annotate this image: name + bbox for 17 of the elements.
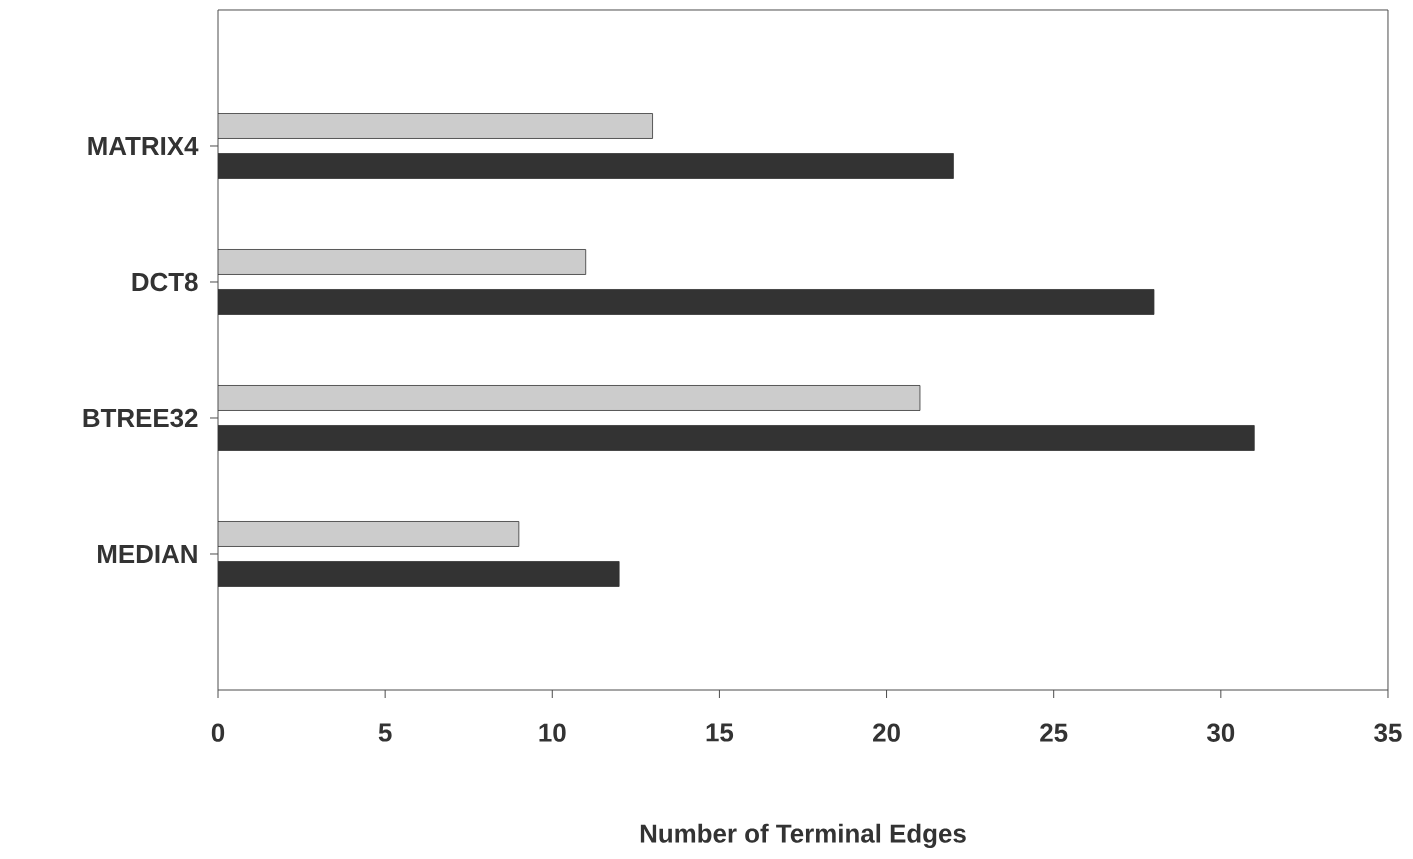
y-tick-label: DCT8: [132, 272, 198, 292]
bar: [218, 521, 520, 547]
bar: [218, 249, 587, 275]
x-tick-label: 35: [1374, 723, 1402, 742]
y-tick-label: MATRIX4: [88, 137, 199, 155]
y-tick-label: MEDIAN: [98, 545, 197, 563]
y-tick-label: BTREE32: [83, 408, 198, 428]
x-tick-label: 0: [211, 723, 225, 742]
bar: [218, 385, 921, 411]
x-tick-label: 5: [378, 723, 392, 742]
x-tick-label: 25: [1040, 723, 1068, 742]
x-tick-label: 15: [706, 723, 734, 742]
x-tick-label: 20: [873, 723, 900, 742]
x-axis-title: Number of Terminal Edges: [640, 823, 966, 848]
x-tick-label: 10: [539, 723, 566, 742]
x-tick-label: 30: [1207, 723, 1235, 742]
bar: [218, 113, 653, 139]
